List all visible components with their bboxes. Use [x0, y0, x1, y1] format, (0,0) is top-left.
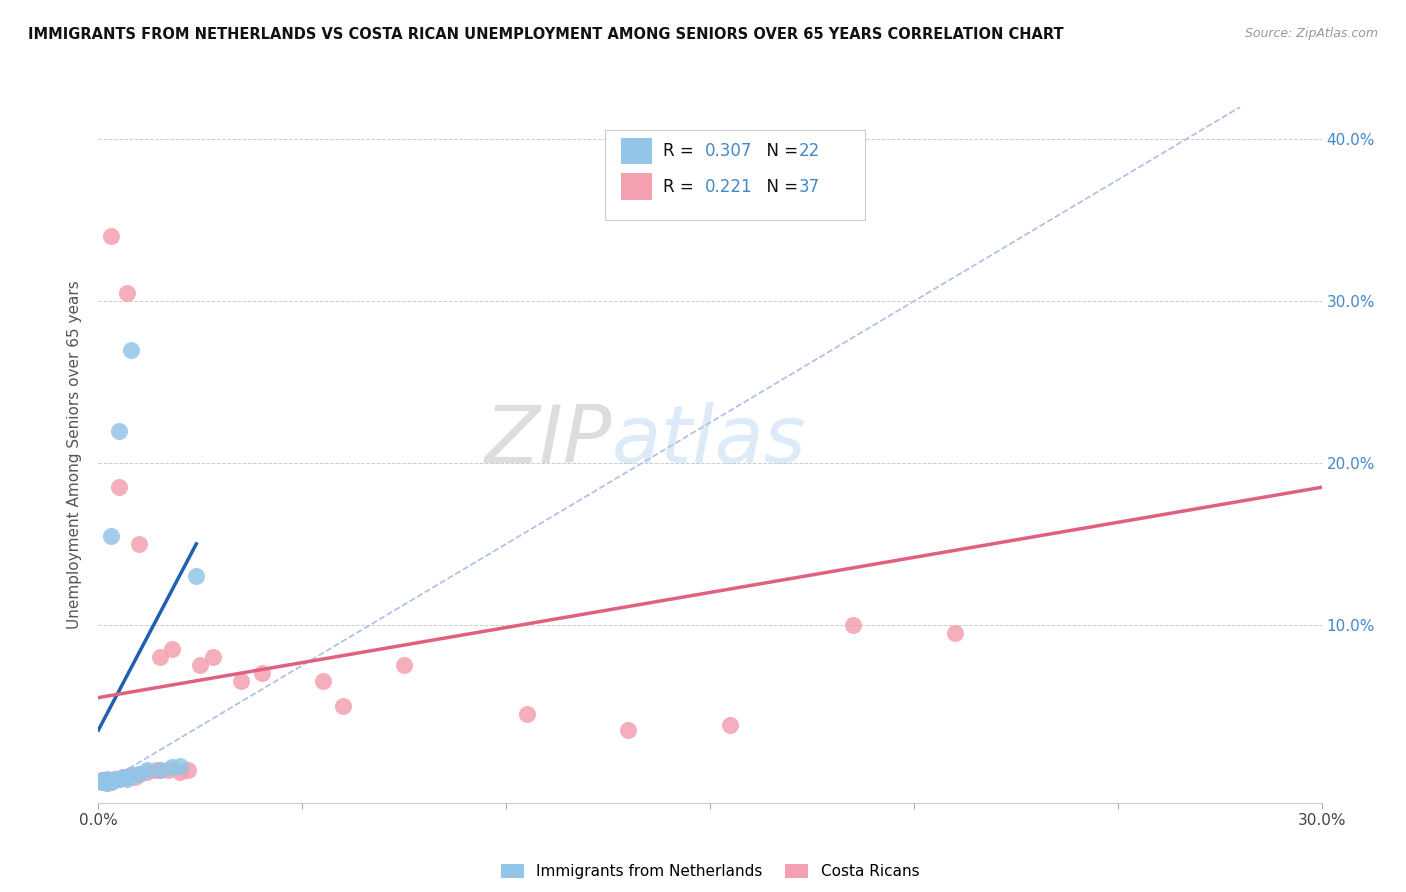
Text: 22: 22	[799, 142, 821, 160]
Point	[111, 770, 134, 784]
Point	[100, 774, 122, 789]
Point	[115, 286, 138, 301]
Point	[149, 764, 172, 778]
Text: R =: R =	[662, 178, 704, 195]
Point	[96, 774, 118, 789]
Point	[100, 229, 122, 244]
Point	[124, 770, 146, 784]
Point	[111, 770, 134, 784]
Point	[169, 765, 191, 780]
Point	[120, 343, 142, 357]
Point	[201, 650, 224, 665]
Point	[100, 774, 122, 789]
Point	[104, 773, 127, 788]
Point	[104, 772, 127, 786]
Point	[177, 764, 200, 778]
Point	[120, 768, 142, 782]
Text: R =: R =	[662, 142, 699, 160]
Point	[115, 772, 138, 786]
Y-axis label: Unemployment Among Seniors over 65 years: Unemployment Among Seniors over 65 years	[67, 281, 83, 629]
Point	[156, 764, 179, 778]
Point	[136, 765, 159, 780]
Point	[186, 569, 208, 583]
Point	[145, 764, 167, 778]
Point	[720, 718, 742, 732]
Point	[96, 776, 118, 790]
Point	[96, 772, 118, 786]
Text: IMMIGRANTS FROM NETHERLANDS VS COSTA RICAN UNEMPLOYMENT AMONG SENIORS OVER 65 YE: IMMIGRANTS FROM NETHERLANDS VS COSTA RIC…	[28, 27, 1064, 42]
Point	[128, 766, 150, 780]
Point	[91, 773, 114, 788]
Point	[108, 424, 131, 438]
Point	[149, 650, 172, 665]
Point	[91, 774, 114, 789]
Point	[392, 658, 416, 673]
Point	[120, 768, 142, 782]
Point	[91, 773, 114, 788]
Point	[100, 773, 122, 788]
Point	[160, 642, 183, 657]
Point	[250, 666, 273, 681]
Text: 37: 37	[799, 178, 820, 195]
Text: N =: N =	[755, 178, 803, 195]
Text: Source: ZipAtlas.com: Source: ZipAtlas.com	[1244, 27, 1378, 40]
Point	[128, 537, 150, 551]
Legend: Immigrants from Netherlands, Costa Ricans: Immigrants from Netherlands, Costa Rican…	[495, 858, 925, 886]
Point	[231, 674, 253, 689]
Text: 0.307: 0.307	[704, 142, 752, 160]
Text: atlas: atlas	[612, 402, 807, 480]
Point	[108, 772, 131, 786]
Point	[149, 764, 172, 778]
Point	[128, 766, 150, 780]
Point	[617, 723, 640, 737]
Point	[943, 626, 966, 640]
Point	[104, 772, 127, 786]
Point	[160, 760, 183, 774]
Point	[100, 529, 122, 543]
Text: ZIP: ZIP	[485, 402, 612, 480]
Point	[169, 758, 191, 772]
Point	[91, 774, 114, 789]
Point	[332, 698, 354, 713]
Point	[108, 480, 131, 494]
Point	[108, 772, 131, 786]
Point	[96, 773, 118, 788]
Text: N =: N =	[755, 142, 803, 160]
Point	[100, 773, 122, 788]
Point	[516, 706, 538, 721]
Point	[312, 674, 335, 689]
Text: 0.221: 0.221	[704, 178, 752, 195]
Point	[115, 770, 138, 784]
Point	[136, 764, 159, 778]
Point	[841, 617, 863, 632]
Point	[96, 776, 118, 790]
Point	[188, 658, 212, 673]
